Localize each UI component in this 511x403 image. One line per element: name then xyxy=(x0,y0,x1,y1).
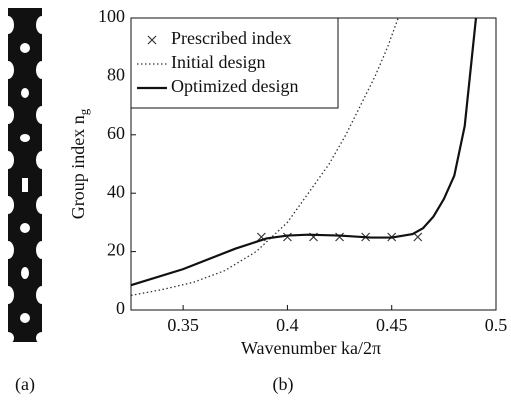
y-tick-label: 60 xyxy=(107,123,125,143)
y-axis-label-main: Group index n xyxy=(68,115,88,219)
y-tick-label: 20 xyxy=(107,240,125,260)
plot-area xyxy=(131,18,478,297)
y-axis-label: Group index ng xyxy=(68,108,91,219)
x-tick-label: 0.35 xyxy=(167,315,199,335)
y-tick-label: 80 xyxy=(107,65,125,85)
waveguide-image xyxy=(2,8,48,344)
y-tick-label: 40 xyxy=(107,181,125,201)
legend-box xyxy=(130,17,339,109)
marker xyxy=(413,232,423,242)
legend-marker xyxy=(147,35,157,45)
y-tick-label: 100 xyxy=(98,6,125,26)
series-line xyxy=(131,18,478,287)
legend-label: Optimized design xyxy=(171,76,298,96)
series-line xyxy=(131,18,399,297)
y-axis-label-subscript: g xyxy=(76,108,91,115)
legend-label: Initial design xyxy=(171,52,265,72)
x-tick-label: 0.5 xyxy=(485,315,508,335)
x-tick-label: 0.4 xyxy=(276,315,299,335)
panel-label: (b) xyxy=(273,374,294,395)
legend-label: Prescribed index xyxy=(171,28,291,48)
x-axis-label: Wavenumber ka/2π xyxy=(241,338,381,358)
panel-label: (a) xyxy=(15,374,35,395)
marker xyxy=(335,232,344,242)
x-tick-label: 0.45 xyxy=(376,315,408,335)
y-tick-label: 0 xyxy=(116,298,125,318)
